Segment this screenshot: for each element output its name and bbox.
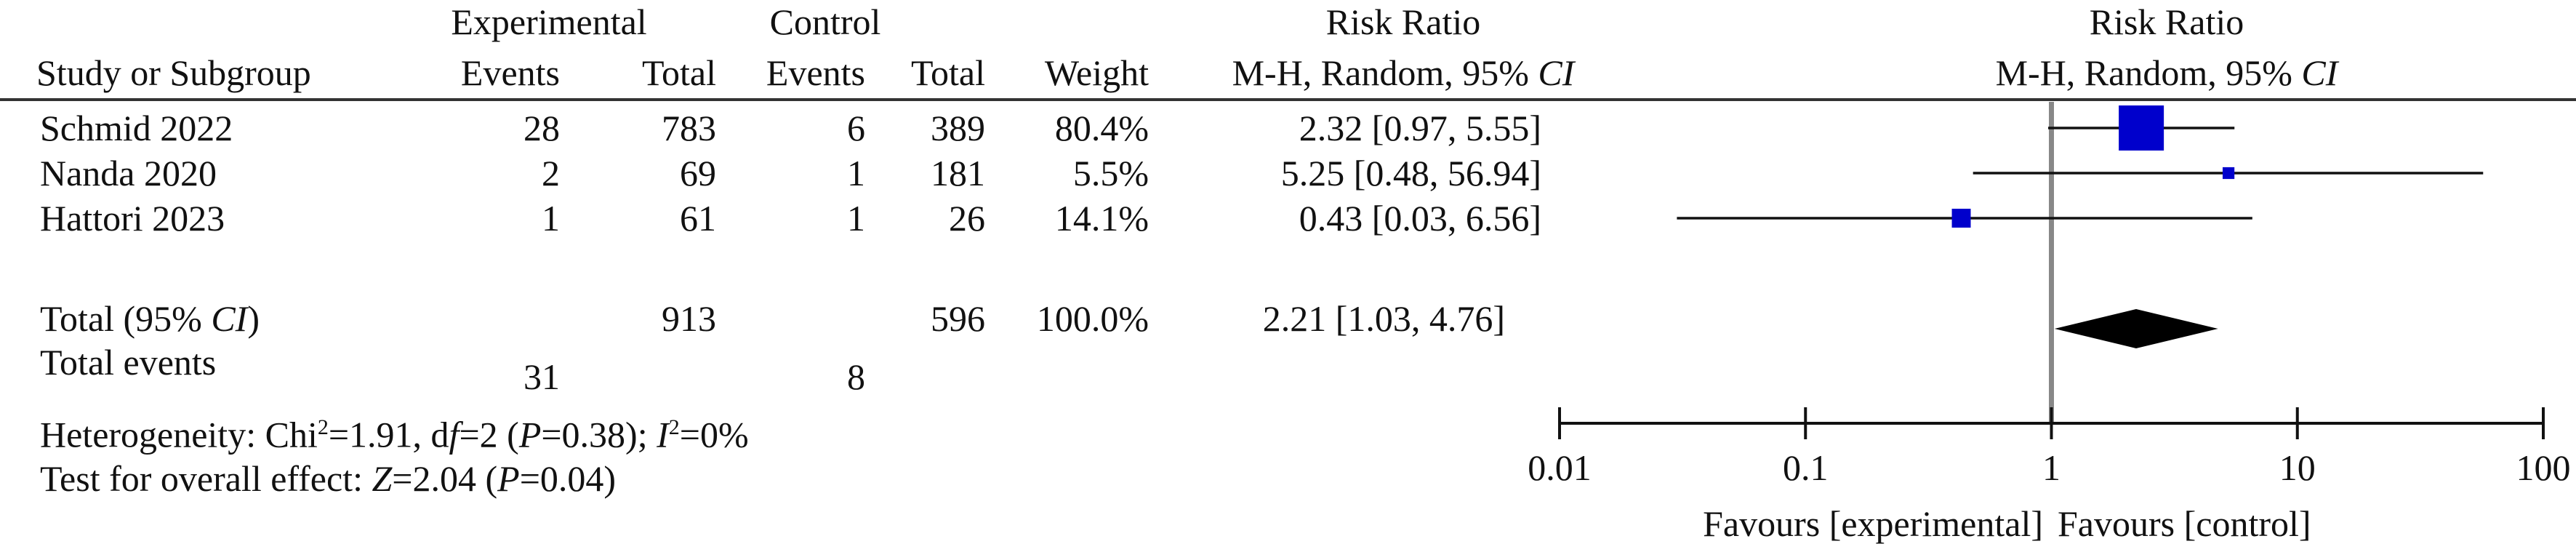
exp-events: 28 [523,108,560,148]
total-exp: 913 [662,298,716,339]
total-events-label: Total events [40,342,217,383]
weight: 5.5% [1072,153,1149,193]
rr-ci: 0.43 [0.03, 6.56] [1299,198,1541,239]
study-marker [1951,209,1971,228]
ctrl-events: 1 [847,153,865,193]
study-marker [2222,167,2235,180]
het-part: =1.91, d [328,414,449,455]
rr-method-text: M-H, Random, 95% [1232,52,1538,93]
overall-italic: Z [372,458,393,499]
x-tick-label: 10 [2279,447,2316,488]
ctrl-events: 6 [847,108,865,148]
total-events-exp: 31 [523,356,560,397]
study-name: Schmid 2022 [40,108,233,148]
favours-control: Favours [control] [2058,503,2311,544]
favours-experimental: Favours [experimental] [1703,503,2043,544]
weight-header: Weight [1044,52,1149,93]
ctrl-total: 389 [931,108,985,148]
overall-effect-text: Test for overall effect: Z=2.04 (P=0.04) [40,458,616,499]
plot-title: Risk Ratio [2089,1,2244,42]
x-tick-label: 100 [2516,447,2571,488]
plot-method-ci: CI [2301,52,2338,93]
total-events-ctrl: 8 [847,356,865,397]
het-sup: 2 [668,415,680,439]
exp-total: 61 [680,198,716,239]
rr-method-ci: CI [1538,52,1575,93]
total-label-ci: CI [211,298,248,339]
ctrl-total-header: Total [910,52,985,93]
exp-events: 1 [542,198,560,239]
total-label: Total (95% CI) [40,298,260,339]
header-rule [0,98,2576,101]
overall-part: Test for overall effect: [40,458,372,499]
exp-total: 69 [680,153,716,193]
pooled-diamond [2054,309,2218,348]
control-group-header: Control [769,1,881,42]
study-marker [2119,105,2164,151]
heterogeneity-text: Heterogeneity: Chi2=1.91, df=2 (P=0.38);… [40,407,749,455]
overall-italic: P [497,458,520,499]
het-part: =0.38); [541,414,657,455]
ctrl-events-header: Events [766,52,865,93]
overall-part: =0.04) [519,458,617,499]
total-weight: 100.0% [1036,298,1149,339]
experimental-group-header: Experimental [451,1,647,42]
het-sup: 2 [317,415,329,439]
plot-method-header: M-H, Random, 95% CI [1912,52,2421,93]
study-column-header: Study or Subgroup [36,52,311,93]
ctrl-total: 26 [949,198,985,239]
het-italic: I [657,414,669,455]
het-italic: P [518,414,542,455]
total-rr-ci: 2.21 [1.03, 4.76] [1262,298,1505,339]
total-ctrl: 596 [931,298,985,339]
exp-total-header: Total [641,52,716,93]
het-part: =0% [679,414,749,455]
ctrl-events: 1 [847,198,865,239]
rr-ci: 5.25 [0.48, 56.94] [1280,153,1541,193]
het-part: Heterogeneity: Chi [40,414,318,455]
x-tick-label: 0.01 [1528,447,1592,488]
exp-events-header: Events [460,52,560,93]
x-tick-label: 1 [2042,447,2061,488]
het-italic: f [449,414,460,455]
weight: 14.1% [1054,198,1149,239]
ctrl-total: 181 [931,153,985,193]
weight: 80.4% [1054,108,1149,148]
total-label-b: ) [247,298,260,339]
het-part: =2 ( [459,414,519,455]
rr-column-title: Risk Ratio [1325,1,1481,42]
study-name: Nanda 2020 [40,153,217,193]
overall-part: =2.04 ( [392,458,498,499]
plot-method-text: M-H, Random, 95% [1995,52,2302,93]
rr-ci: 2.32 [0.97, 5.55] [1299,108,1541,148]
x-tick-label: 0.1 [1783,447,1829,488]
total-label-a: Total (95% [40,298,212,339]
study-name: Hattori 2023 [40,198,225,239]
exp-events: 2 [542,153,560,193]
rr-method-header: M-H, Random, 95% CI [1163,52,1643,93]
exp-total: 783 [662,108,716,148]
